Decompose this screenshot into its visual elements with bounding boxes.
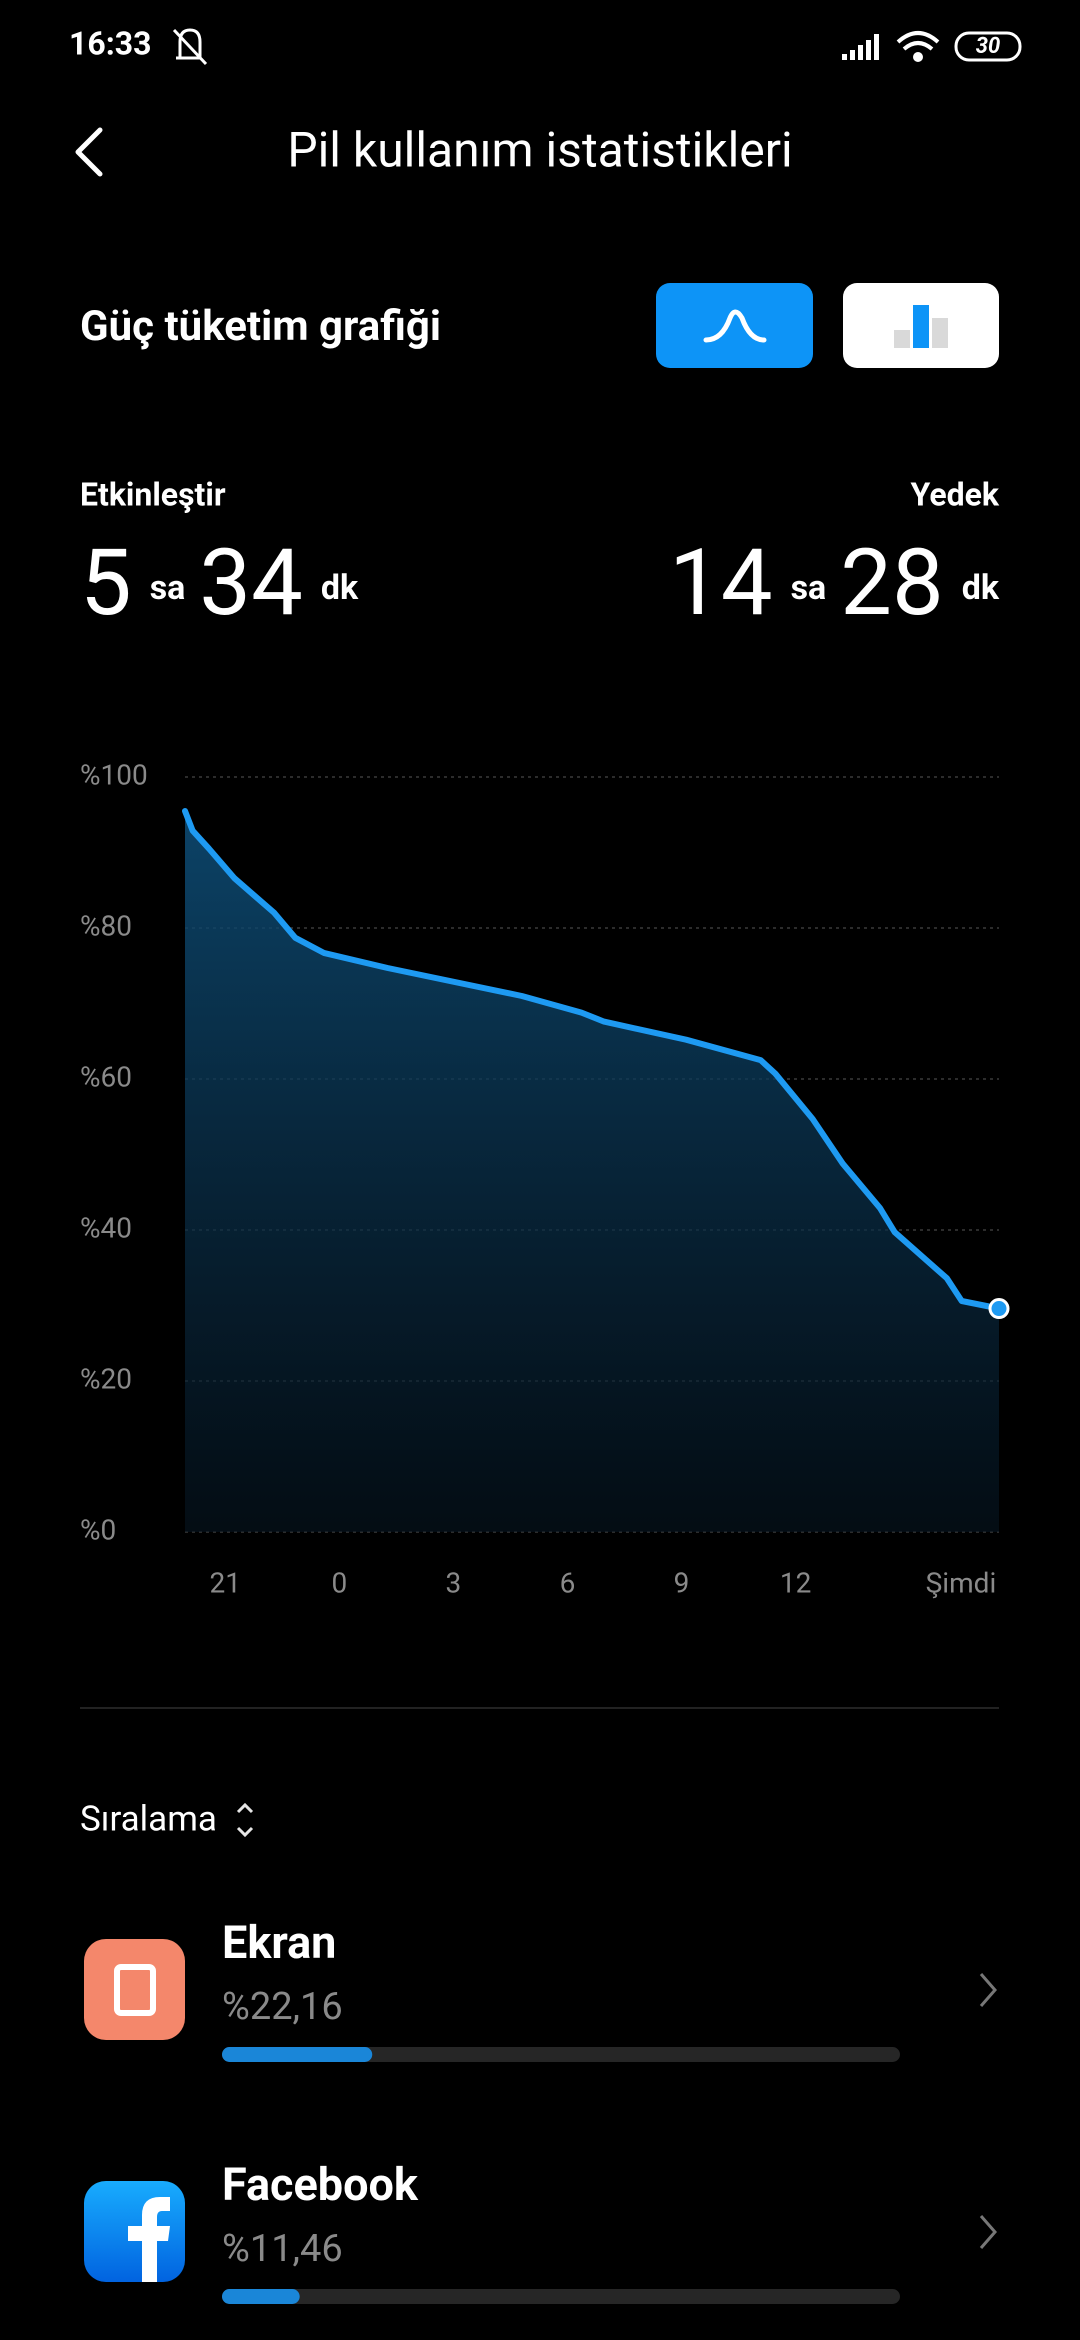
stat-value: 5 sa 34 dk bbox=[80, 530, 359, 637]
y-tick-label: %0 bbox=[80, 1513, 116, 1546]
end-point bbox=[988, 1298, 1010, 1320]
usage-bar bbox=[222, 2047, 373, 2062]
battery-chart: %0 %20 %40 %60 %80 %100 21 0 3 6 9 12 Şimdi bbox=[80, 758, 1010, 1599]
app-row[interactable]: Ekran %22,16 bbox=[84, 1916, 997, 2062]
sort-label: Sıralama bbox=[80, 1798, 217, 1839]
bar-icon-part bbox=[894, 330, 910, 348]
icon-glyph bbox=[114, 1964, 156, 2016]
usage-track bbox=[222, 2047, 900, 2062]
x-tick-label: 9 bbox=[674, 1566, 690, 1599]
battery-line bbox=[182, 808, 1002, 1312]
signal-icon bbox=[842, 34, 879, 60]
battery-icon bbox=[954, 31, 1022, 62]
y-tick-label: %100 bbox=[80, 758, 148, 791]
x-tick-label: 3 bbox=[446, 1566, 462, 1599]
app-percent: %22,16 bbox=[222, 1985, 343, 2029]
y-tick-label: %40 bbox=[80, 1211, 132, 1244]
bar-icon-part bbox=[913, 305, 929, 348]
back-button[interactable] bbox=[75, 127, 103, 177]
toggle-button[interactable] bbox=[656, 283, 813, 368]
status-time: 16:33 bbox=[69, 24, 151, 62]
page-title: Pil kullanım istatistikleri bbox=[287, 122, 792, 179]
app-name: Facebook bbox=[222, 2158, 419, 2211]
battery-level: 30 bbox=[976, 34, 1001, 59]
y-tick-label: %60 bbox=[80, 1060, 132, 1093]
icon-glyph bbox=[128, 2197, 170, 2282]
app-row[interactable]: Facebook %11,46 bbox=[84, 2158, 997, 2304]
unit: dk bbox=[321, 568, 359, 608]
app-icon bbox=[84, 1939, 185, 2040]
x-tick-label: 6 bbox=[560, 1566, 576, 1599]
app-percent: %11,46 bbox=[222, 2227, 343, 2271]
stat-label: Etkinleştir bbox=[80, 475, 226, 513]
hours: 14 bbox=[669, 530, 772, 637]
chevron bbox=[979, 2215, 997, 2249]
line-chart-toggle[interactable] bbox=[656, 283, 813, 368]
area-fill bbox=[185, 811, 999, 1532]
x-tick-label: 21 bbox=[210, 1566, 241, 1599]
y-tick-label: %20 bbox=[80, 1362, 132, 1395]
unit: dk bbox=[962, 568, 1000, 608]
sort-icon bbox=[236, 1802, 254, 1838]
x-tick-label: 0 bbox=[331, 1566, 347, 1599]
wifi-icon bbox=[896, 31, 940, 62]
minutes: 28 bbox=[840, 530, 943, 637]
bar-chart-toggle[interactable] bbox=[843, 283, 999, 368]
usage-track bbox=[222, 2289, 900, 2304]
stat-value: 14 sa 28 dk bbox=[669, 530, 1000, 637]
bar-icon-part bbox=[932, 318, 948, 348]
app-list: Ekran %22,16 Facebook %11,46 bbox=[84, 1916, 997, 2304]
minutes: 34 bbox=[199, 530, 302, 637]
curve-icon bbox=[703, 309, 767, 343]
usage-bar bbox=[222, 2289, 300, 2304]
chevron bbox=[979, 1973, 997, 2007]
stat-label: Yedek bbox=[911, 475, 1000, 513]
sort-control[interactable]: Sıralama bbox=[80, 1798, 254, 1839]
y-tick-label: %80 bbox=[80, 909, 132, 942]
unit: sa bbox=[791, 568, 827, 608]
unit: sa bbox=[150, 568, 186, 608]
x-tick-label: 12 bbox=[780, 1566, 811, 1599]
section-title: Güç tüketim grafiği bbox=[80, 302, 441, 351]
x-tick-label: Şimdi bbox=[926, 1566, 997, 1599]
app-name: Ekran bbox=[222, 1916, 336, 1969]
bell-off-icon bbox=[172, 28, 208, 66]
hours: 5 bbox=[80, 530, 132, 637]
